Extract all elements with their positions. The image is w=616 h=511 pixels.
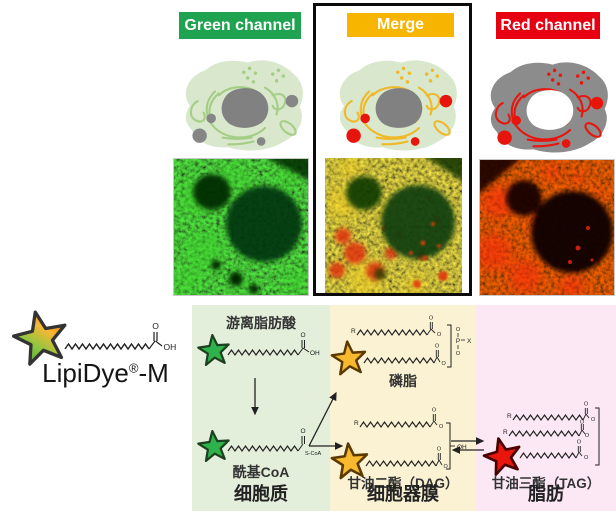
pl-o1: O	[429, 316, 434, 322]
pl-chain-top	[356, 329, 428, 336]
dag-bracket	[446, 422, 451, 470]
green-channel-label: Green channel	[179, 12, 301, 39]
red-channel-cell-illustration	[490, 62, 608, 153]
tag-star-icon	[479, 432, 526, 478]
dag-o2: O	[439, 424, 444, 430]
pl-star-icon	[330, 338, 369, 377]
pl-bracket	[447, 324, 452, 368]
dag-oh: OH	[457, 444, 467, 451]
hydroxyl-oh: OH	[164, 342, 177, 352]
dag-chain-top	[359, 421, 431, 428]
ffa-oh: OH	[310, 350, 320, 357]
tag-o3: O	[585, 433, 590, 439]
dag-chain-bottom	[365, 460, 437, 467]
dag-o3: O	[437, 447, 442, 453]
acylcoa-carbonyl-o: O	[300, 428, 305, 435]
lipidye-structure: O OH	[8, 305, 177, 368]
acylcoa-chain	[227, 445, 299, 452]
merge-highlight-box	[313, 3, 472, 296]
phospholipid-label: 磷脂	[389, 373, 417, 389]
pl-o4: O	[442, 361, 447, 367]
membrane-structures: R O O O O O P O X R	[330, 316, 472, 481]
fat-panel: R R O O O O O O 甘油三酯（TAG） 脂肪	[476, 305, 616, 511]
tag-o2: O	[591, 417, 596, 423]
pl-o3: O	[435, 344, 440, 350]
tag-o1: O	[584, 402, 589, 408]
green-channel-text: Green channel	[184, 16, 296, 34]
lipidye-name-post: -M	[138, 358, 169, 388]
tag-o6: O	[577, 440, 582, 446]
merge-label: Merge	[347, 13, 454, 37]
phosphate-o-bottom: O	[456, 351, 461, 357]
carboxyl-bonds	[148, 332, 163, 350]
merge-text: Merge	[376, 16, 425, 33]
fat-label: 脂肪	[528, 484, 564, 504]
phosphate-x: X	[467, 338, 472, 345]
tag-o4: O	[580, 420, 585, 426]
ffa-chain	[227, 349, 299, 356]
pl-chain-bottom	[363, 357, 435, 364]
green-channel-micrograph	[173, 158, 309, 296]
tag-o5: O	[584, 455, 589, 461]
tag-r1: R	[507, 413, 512, 420]
acylcoa-label: 酰基CoA	[232, 464, 290, 480]
cytoplasm-structures: O OH O S-CoA	[196, 332, 322, 463]
membrane-panel: R O O O O O P O X R	[330, 305, 476, 511]
red-channel-micrograph	[479, 159, 615, 296]
tag-chain-2	[508, 430, 580, 437]
ffa-carbonyl-o: O	[300, 332, 305, 339]
dag-r: R	[354, 420, 359, 427]
dag-o4: O	[444, 464, 449, 470]
phosphate-p: P	[456, 338, 460, 345]
tag-r2: R	[503, 429, 508, 436]
tag-label: 甘油三酯（TAG）	[491, 476, 601, 491]
pl-o2: O	[437, 332, 442, 338]
lipidye-name: LipiDye®-M	[18, 358, 193, 389]
fat-structures: R R O O O O O O	[479, 402, 600, 478]
merge-micrograph	[325, 158, 462, 295]
acylcoa-star-icon	[196, 428, 232, 463]
tag-chain-1	[512, 414, 584, 421]
membrane-label: 细胞器膜	[367, 484, 439, 504]
tag-chain-3	[519, 452, 577, 459]
dag-label: 甘油二酯（DAG）	[347, 476, 459, 491]
acyl-chain	[64, 343, 150, 350]
pl-r: R	[351, 328, 356, 335]
phosphate-o-top: O	[456, 327, 461, 333]
registered-mark: ®	[128, 360, 139, 376]
tag-bracket	[595, 407, 600, 466]
red-channel-label: Red channel	[496, 12, 600, 39]
ffa-star-icon	[196, 332, 232, 367]
cytoplasm-panel: 游离脂肪酸 O OH O S-CoA 酰基CoA 细胞质	[192, 305, 330, 511]
lipidye-name-pre: LipiDye	[42, 358, 129, 388]
carbonyl-o: O	[152, 321, 159, 331]
dag-o1: O	[432, 408, 437, 414]
s-coa-label: S-CoA	[305, 451, 322, 457]
ffa-label: 游离脂肪酸	[226, 315, 296, 331]
red-channel-text: Red channel	[500, 16, 596, 34]
cytoplasm-label: 细胞质	[234, 484, 288, 504]
green-channel-cell-illustration	[185, 60, 303, 151]
